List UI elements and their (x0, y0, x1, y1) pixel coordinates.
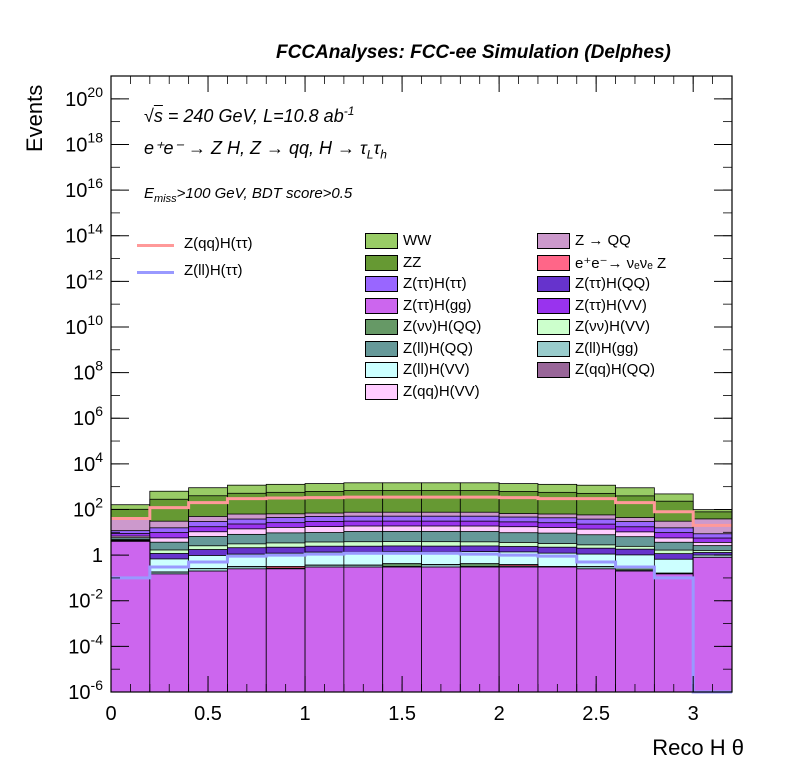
x-tick-label-1: 0.5 (194, 703, 222, 725)
legend-swatch (537, 254, 570, 271)
y-tick-label-6: 106 (73, 403, 103, 430)
x-tick-label-0: 0 (105, 703, 116, 725)
sqrt-s: s (153, 106, 163, 126)
legend-label: Z(ττ)H(gg) (403, 296, 472, 314)
bar-z-h-gg--3 (227, 568, 267, 693)
annotation-selection: Emiss>100 GeV, BDT score>0.5 (144, 185, 352, 205)
y-tick-label-4: 102 (73, 494, 103, 521)
legend-line-label: Z(ll)H(ττ) (184, 262, 243, 279)
y-axis-label: Events (22, 84, 47, 152)
bar-z-h-gg--13 (615, 570, 655, 693)
legend-swatch (537, 362, 570, 378)
bar-z-h-gg--1 (149, 573, 190, 693)
y-tick-label-2: 10-2 (68, 586, 103, 613)
chart-title: FCCAnalyses: FCC-ee Simulation (Delphes) (276, 42, 671, 63)
y-tick-label-12: 1018 (65, 129, 103, 156)
legend-label: e⁺e⁻→ νₑνₑ Z (575, 254, 667, 272)
x-tick-label-3: 1.5 (388, 703, 416, 725)
legend-swatch (365, 383, 398, 400)
legend-swatch (365, 319, 398, 335)
legend-label: Z(ττ)H(VV) (575, 296, 647, 314)
x-tick-label-4: 2 (494, 703, 505, 725)
legend-swatch (537, 297, 570, 314)
legend-label: Z(ττ)H(ττ) (403, 275, 467, 292)
legend-swatch (537, 340, 570, 357)
legend-line-swatch (137, 271, 174, 274)
bar-z-h-gg--11 (537, 566, 578, 693)
x-tick-label-6: 3 (688, 703, 699, 725)
process-text: e⁺e⁻ → Z H, Z → qq, H → τ (144, 138, 367, 158)
y-tick-label-7: 108 (73, 358, 103, 385)
legend-swatch (537, 276, 570, 292)
y-tick-label-8: 1010 (65, 312, 103, 339)
energy-lumi-text: = 240 GeV, L=10.8 ab (162, 106, 344, 126)
annotation-process: e⁺e⁻ → Z H, Z → qq, H → τLτh (144, 138, 387, 162)
legend-swatch (365, 362, 398, 378)
y-tick-label-1: 10-4 (68, 631, 103, 658)
bar-z-h-gg--6 (343, 566, 384, 693)
emiss-symbol: E (144, 185, 155, 202)
bar-z-h-gg--5 (304, 566, 345, 693)
y-tick-label-9: 1012 (65, 266, 103, 293)
legend-label: Z → QQ (575, 232, 631, 249)
bar-z-h-gg--7 (382, 566, 422, 693)
annotation-energy-lumi: √s = 240 GeV, L=10.8 ab-1 (144, 104, 354, 127)
bar-z-h-gg--10 (498, 566, 539, 693)
legend-swatch (537, 233, 570, 249)
x-tick-label-5: 2.5 (582, 703, 610, 725)
legend-label: Z(qq)H(QQ) (575, 361, 655, 378)
legend-swatch (365, 254, 398, 271)
bar-z-h-gg--0 (110, 540, 151, 693)
overlay-line-1 (111, 551, 732, 694)
bar-z-h-gg--2 (188, 570, 228, 693)
legend-label: Z(ll)H(QQ) (403, 339, 473, 357)
tau-sub-h: h (380, 147, 387, 162)
tau-sub-l: L (366, 147, 374, 162)
y-tick-label-0: 10-6 (68, 677, 103, 704)
bar-z-h-gg--12 (576, 568, 616, 693)
selection-text: >100 GeV, BDT score>0.5 (176, 185, 353, 202)
legend-label: Z(ll)H(gg) (575, 339, 639, 357)
emiss-sub: miss (154, 193, 177, 205)
y-tick-label-3: 1 (92, 545, 103, 567)
legend-line-label: Z(qq)H(ττ) (184, 235, 253, 252)
bar-z-h-gg--14 (653, 573, 694, 693)
bar-z-h-gg--8 (421, 566, 461, 693)
tau-symbol: τ (373, 138, 381, 158)
legend-line-swatch (137, 244, 174, 247)
legend-swatch (365, 297, 398, 314)
legend-swatch (537, 319, 570, 335)
legend-swatch (365, 340, 398, 357)
lumi-exponent: -1 (343, 104, 355, 118)
legend-label: ZZ (403, 253, 422, 271)
y-tick-label-5: 104 (73, 449, 103, 476)
legend-swatch (365, 276, 398, 292)
legend-swatch (365, 233, 398, 249)
legend-label: Z(νν)H(QQ) (403, 318, 482, 335)
bar-z-h-gg--15 (692, 556, 733, 693)
legend-label: Z(νν)H(VV) (575, 318, 650, 335)
legend-label: WW (403, 232, 432, 249)
legend-label: Z(ll)H(VV) (403, 361, 470, 378)
x-axis-label: Reco H θ (652, 735, 744, 760)
legend-label: Z(ττ)H(QQ) (575, 275, 651, 292)
sqrt-icon: √ (144, 106, 154, 126)
y-tick-label-10: 1014 (65, 221, 103, 248)
overlay-line-0 (111, 495, 732, 527)
bar-z-h-gg--9 (459, 566, 500, 693)
x-tick-label-2: 1 (300, 703, 311, 725)
legend-label: Z(qq)H(VV) (403, 382, 480, 400)
bar-z-h-gg--4 (265, 568, 306, 693)
y-tick-label-13: 1020 (65, 84, 103, 111)
y-tick-label-11: 1016 (65, 175, 103, 202)
